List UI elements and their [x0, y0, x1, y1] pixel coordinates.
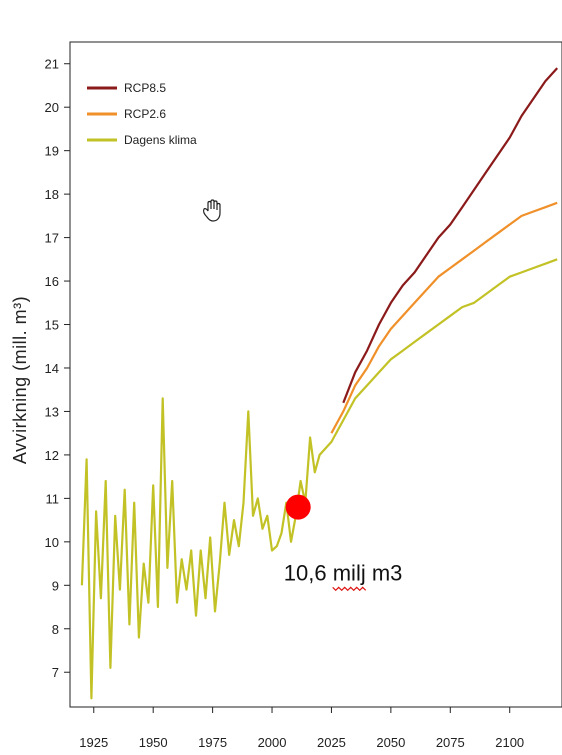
- y-tick-label: 12: [45, 448, 59, 463]
- legend-label: Dagens klima: [124, 133, 197, 147]
- y-tick-label: 8: [52, 622, 59, 637]
- x-tick-label: 1950: [139, 735, 168, 750]
- legend-label: RCP8.5: [124, 81, 166, 95]
- x-tick-label: 1975: [198, 735, 227, 750]
- current-value-marker: [285, 494, 311, 520]
- x-tick-label: 2000: [258, 735, 287, 750]
- y-tick-label: 9: [52, 578, 59, 593]
- y-tick-label: 11: [46, 491, 60, 506]
- y-axis-title: Avvirkning (mill. m³): [10, 296, 30, 464]
- y-tick-label: 15: [45, 318, 59, 333]
- x-tick-label: 2025: [317, 735, 346, 750]
- x-tick-label: 2100: [495, 735, 524, 750]
- y-tick-label: 17: [45, 231, 59, 246]
- y-axis-ticks: 7 8 9 10 11 12 13 14 15 16 17 18 19 20 21: [45, 57, 70, 680]
- annotation-value: 10,6: [284, 560, 333, 585]
- series-line-dagens-klima: [80, 258, 558, 700]
- y-tick-label: 21: [45, 57, 59, 72]
- annotation-unit: m3: [366, 560, 403, 585]
- y-tick-label: 13: [45, 404, 59, 419]
- hand-cursor-icon: [203, 199, 221, 222]
- plot-frame: [69, 41, 562, 708]
- series-line-rcp8-5: [342, 67, 559, 404]
- annotation-current-value: 10,6 milj m3: [284, 560, 403, 585]
- x-tick-label: 2050: [376, 735, 405, 750]
- series-line-rcp2-6: [330, 201, 558, 434]
- series-lines: [80, 67, 559, 700]
- legend-label: RCP2.6: [124, 107, 166, 121]
- x-tick-label: 2075: [436, 735, 465, 750]
- y-tick-label: 7: [52, 665, 59, 680]
- y-tick-label: 14: [45, 361, 59, 376]
- annotation-unit-misspelled: milj: [333, 560, 366, 585]
- x-tick-label: 1925: [79, 735, 108, 750]
- y-tick-label: 19: [45, 144, 59, 159]
- y-tick-label: 18: [45, 187, 59, 202]
- x-axis-ticks: 1925 1950 1975 2000 2025 2050 2075 2100: [79, 707, 524, 750]
- y-tick-label: 16: [45, 274, 59, 289]
- spellcheck-underline: [332, 586, 367, 592]
- legend: RCP8.5 RCP2.6 Dagens klima: [87, 81, 197, 147]
- y-tick-label: 20: [45, 100, 59, 115]
- y-tick-label: 10: [45, 535, 59, 550]
